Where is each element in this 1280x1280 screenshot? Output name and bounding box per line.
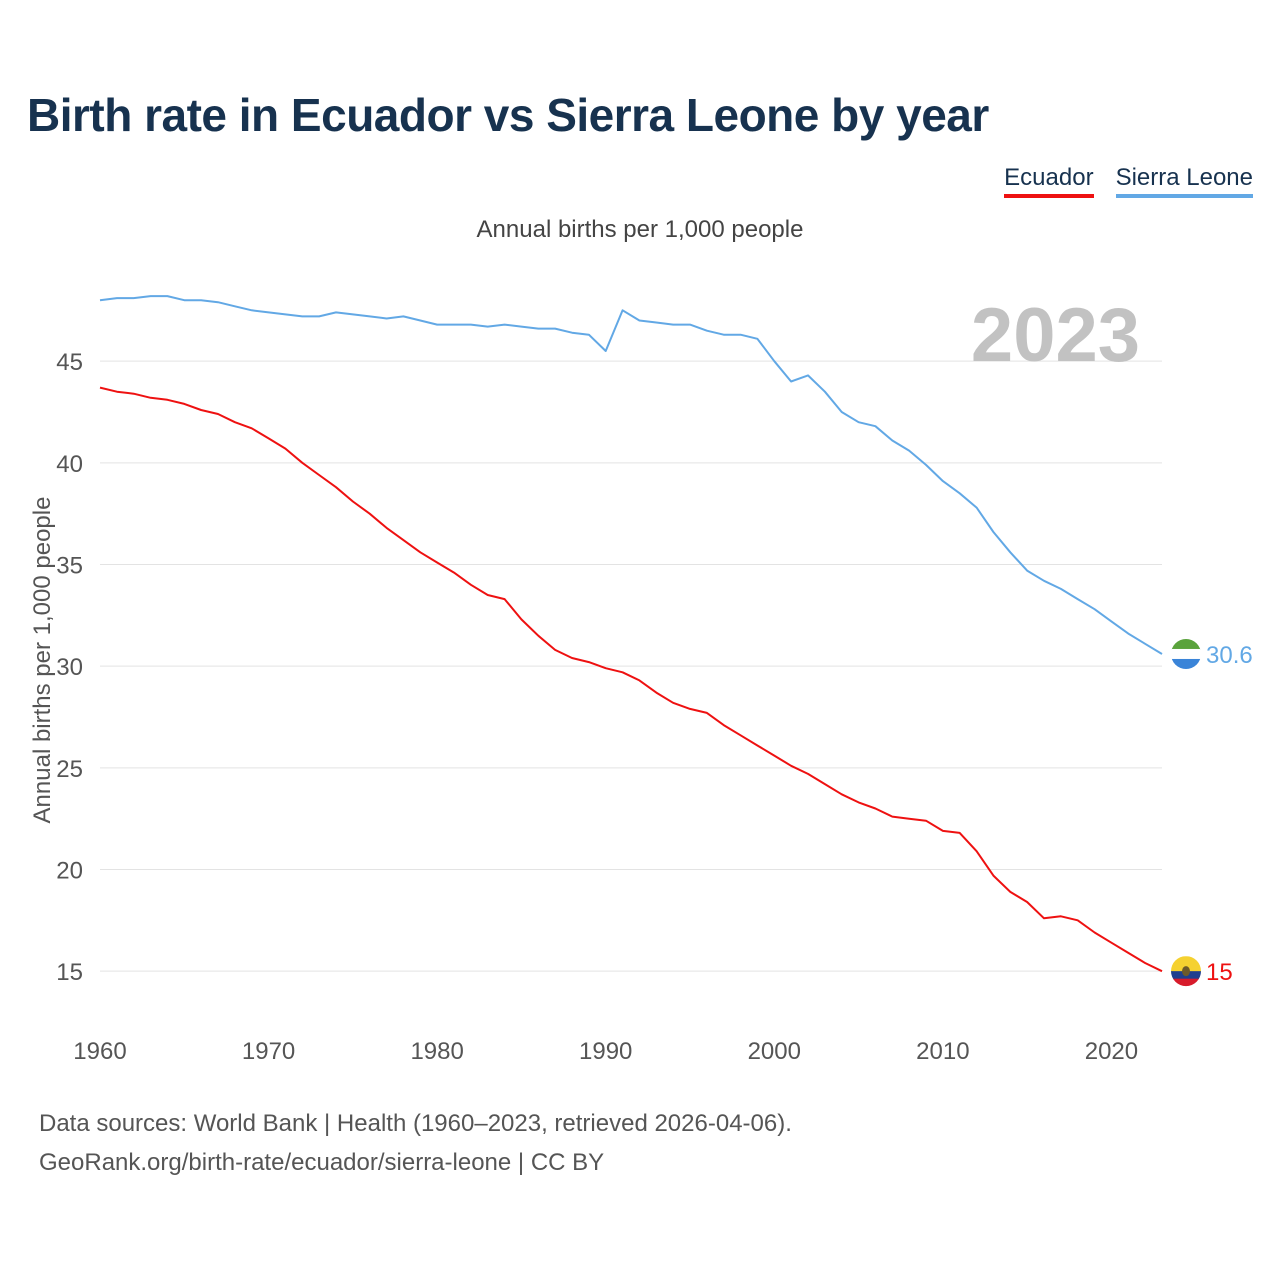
footer: Data sources: World Bank | Health (1960–… (39, 1104, 792, 1182)
x-tick-label: 2020 (1085, 1038, 1138, 1065)
x-tick-label: 1970 (242, 1038, 295, 1065)
attribution-text: GeoRank.org/birth-rate/ecuador/sierra-le… (39, 1149, 605, 1176)
legend-item-ecuador[interactable]: Ecuador (1004, 164, 1094, 198)
y-tick-label: 30 (56, 654, 83, 681)
ecuador-flag-icon (1171, 956, 1201, 987)
y-tick-label: 40 (56, 451, 83, 478)
sierra-leone-flag-icon (1171, 638, 1201, 669)
year-label: 2023 (971, 293, 1140, 378)
chart-title: Birth rate in Ecuador vs Sierra Leone by… (27, 89, 989, 141)
end-value-label: 30.6 (1206, 642, 1253, 669)
series-line-sierra-leone (99, 295, 1163, 655)
end-value-label: 15 (1206, 959, 1233, 986)
x-tick-label: 2010 (916, 1038, 969, 1065)
x-tick-label: 1960 (73, 1038, 126, 1065)
legend: Ecuador Sierra Leone (1004, 164, 1253, 198)
y-tick-label: 45 (56, 349, 83, 376)
y-tick-label: 35 (56, 553, 83, 580)
y-tick-label: 25 (56, 756, 83, 783)
x-tick-label: 2000 (748, 1038, 801, 1065)
line-chart: 15 20 25 30 35 40 45 1960 1970 1980 1990 2000 2010 20… (29, 293, 1253, 1065)
y-tick-label: 15 (56, 959, 83, 986)
series-line-ecuador (99, 386, 1163, 973)
x-tick-label: 1980 (410, 1038, 463, 1065)
chart-subtitle: Annual births per 1,000 people (476, 216, 804, 243)
y-axis-label: Annual births per 1,000 people (29, 497, 56, 824)
x-tick-label: 1990 (579, 1038, 632, 1065)
data-source-text: Data sources: World Bank | Health (1960–… (39, 1110, 792, 1137)
y-tick-label: 20 (56, 858, 83, 885)
legend-item-sierra-leone[interactable]: Sierra Leone (1115, 164, 1253, 198)
